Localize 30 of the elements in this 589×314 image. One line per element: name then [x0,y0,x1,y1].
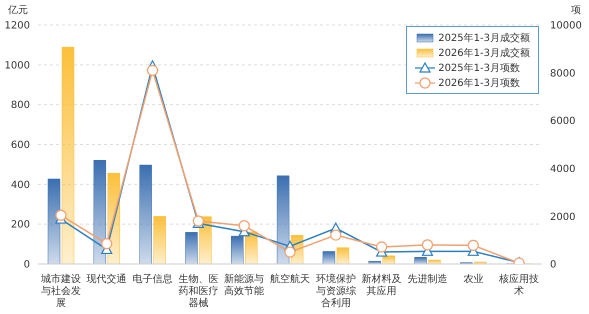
y-tick-label: 1000 [4,60,30,72]
x-tick-label: 航空航天 [270,273,310,285]
y2-tick-label: 10000 [550,20,582,32]
x-tick-label: 农业 [463,273,484,285]
legend-label: 2025年1-3月成交额 [438,32,530,44]
x-tick-label: 核应用技术 [498,273,540,297]
x-tick-label: 生物、医药和医疗器械 [178,273,218,309]
x-tick-label: 新材料及其应用 [362,273,402,297]
y2-tick-label: 6000 [550,116,576,128]
y2-tick-label: 2000 [550,212,576,223]
y2-tick-label: 4000 [550,164,576,175]
x-tick-label: 现代交通 [86,273,127,285]
y-axis-title: 亿元 [8,4,28,17]
y2-axis-title: 项 [571,4,581,17]
y-tick-label: 600 [10,140,30,152]
legend-label: 2025年1-3月项数 [438,62,520,74]
x-tick-label: 新能源与高效节能 [224,273,264,297]
y-tick-label: 1200 [4,20,30,32]
x-tick-label: 先进制造 [407,273,448,285]
y2-tick-label: 0 [550,260,556,271]
y-tick-label: 400 [10,180,30,191]
legend-label: 2026年1-3月成交额 [438,46,530,60]
x-tick-label: 环境保护与资源综合利用 [316,273,356,309]
y-tick-label: 200 [10,220,30,231]
y-tick-label: 800 [10,100,30,112]
x-tick-label: 电子信息 [132,273,173,285]
y2-tick-label: 8000 [550,68,576,80]
y-tick-label: 0 [24,260,30,271]
legend-label: 2026年1-3月项数 [438,76,520,90]
x-tick-label: 城市建设与社会发展 [40,273,81,309]
